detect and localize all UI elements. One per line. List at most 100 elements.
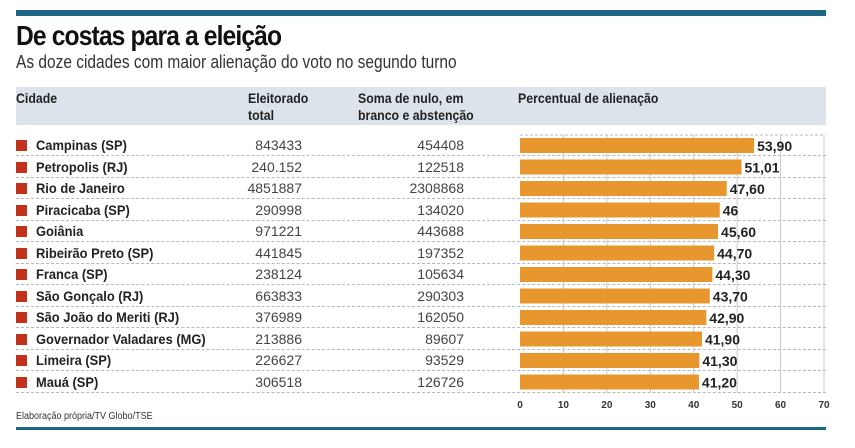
electorate-value: 226627 [255,352,302,368]
sum-value: 105634 [417,266,464,282]
row-marker-icon [16,161,27,173]
row-divider [16,262,826,264]
electorate-value: 376989 [255,309,302,325]
sum-value: 2308868 [409,180,464,196]
x-tick-label: 0 [517,400,523,411]
table-row: São João do Meriti (RJ) 376989 162050 [16,307,826,328]
row-divider [16,348,826,350]
bar-value-label: 42,90 [709,310,744,326]
sum-value: 443688 [417,223,464,239]
bar-value-label: 41,20 [702,375,737,391]
row-divider [16,284,826,285]
bar-value-label: 44,70 [717,246,752,262]
x-tick-label: 70 [818,400,830,411]
table-header: Cidade Eleitorado total Soma de nulo, em… [16,87,826,125]
row-marker-icon [16,376,27,388]
electorate-value: 213886 [255,330,302,347]
row-marker-icon [16,355,27,366]
bottom-accent-bar [16,427,826,430]
row-marker-icon [16,247,27,259]
city-name: Ribeirão Preto (SP) [36,244,154,261]
city-name: São João do Meriti (RJ) [36,309,180,325]
bar [520,245,715,261]
page-title: De costas para a eleição [16,20,282,51]
table-row: Rio de Janeiro 4851887 2308868 [16,178,826,199]
table-row: Governador Valadares (MG) 213886 89607 [16,329,826,350]
header-electorate-line1: Eleitorado [248,90,309,106]
page-subtitle: As doze cidades com maior alienação do v… [16,52,457,72]
bar-value-label: 51,01 [745,160,780,176]
row-marker-icon [16,312,27,323]
bar-value-label: 46 [723,203,739,219]
sum-value: 162050 [417,309,464,325]
bar-value-label: 43,70 [713,289,748,305]
electorate-value: 238124 [255,266,302,282]
row-marker-icon [16,226,27,237]
row-divider [16,198,826,199]
header-percent: Percentual de alienação [518,90,659,106]
table-row: Franca (SP) 238124 105634 [16,264,826,285]
bar-value-label: 41,90 [705,332,740,348]
row-divider [16,219,826,221]
row-divider [16,241,826,242]
sum-value: 126726 [417,373,464,390]
header-city: Cidade [16,90,58,106]
header-electorate: Eleitorado total [248,90,308,124]
city-name: Governador Valadares (MG) [36,330,206,347]
table-row: Petropolis (RJ) 240.152 122518 [16,157,826,178]
city-name: Campinas (SP) [36,137,127,153]
sum-value: 454408 [417,137,464,153]
electorate-value: 306518 [255,373,302,390]
bar-value-label: 47,60 [730,181,765,197]
x-tick-label: 20 [601,400,613,411]
row-marker-icon [16,140,27,151]
bar [520,202,720,218]
city-name: Limeira (SP) [36,352,112,368]
x-tick-label: 50 [732,400,744,411]
electorate-value: 843433 [255,137,302,153]
header-sum-line2: branco e abstenção [358,107,474,123]
row-marker-icon [16,204,27,216]
table-row: Limeira (SP) 226627 93529 [16,350,826,371]
row-divider [16,305,826,307]
table-row: São Gonçalo (RJ) 663833 290303 [16,286,826,307]
city-name: Rio de Janeiro [36,180,125,196]
source-note: Elaboração própria/TV Globo/TSE [16,411,153,422]
x-tick-label: 10 [558,400,570,411]
bar [520,224,719,239]
bar [520,288,710,304]
bar [520,267,713,282]
header-sum: Soma de nulo, em branco e abstenção [358,90,474,124]
table-row: Mauá (SP) 306518 126726 [16,372,826,393]
row-divider [16,370,826,371]
city-name: Piracicaba (SP) [36,201,130,218]
row-marker-icon [16,290,27,302]
bar-value-label: 45,60 [721,224,756,240]
bar-value-label: 44,30 [715,267,750,283]
row-divider [16,176,826,178]
x-tick-label: 60 [775,400,787,411]
bar-value-label: 41,30 [702,353,737,369]
electorate-value: 240.152 [251,158,302,175]
header-sum-line1: Soma de nulo, em [358,90,464,106]
sum-value: 290303 [417,287,464,304]
table-row: Ribeirão Preto (SP) 441845 197352 [16,243,826,264]
bar [520,331,702,347]
bar [520,310,707,325]
row-marker-icon [16,333,27,345]
x-tick-label: 40 [688,400,700,411]
sum-value: 93529 [425,352,464,368]
sum-value: 197352 [417,244,464,261]
x-tick-label: 30 [645,400,657,411]
city-name: Goiânia [36,223,84,239]
row-marker-icon [16,183,27,194]
electorate-value: 971221 [255,223,302,239]
bar [520,138,755,153]
city-name: Mauá (SP) [36,373,99,390]
sum-value: 122518 [417,158,464,175]
electorate-value: 290998 [255,201,302,218]
city-name: São Gonçalo (RJ) [36,287,144,304]
bar [520,159,742,175]
electorate-value: 663833 [255,287,302,304]
